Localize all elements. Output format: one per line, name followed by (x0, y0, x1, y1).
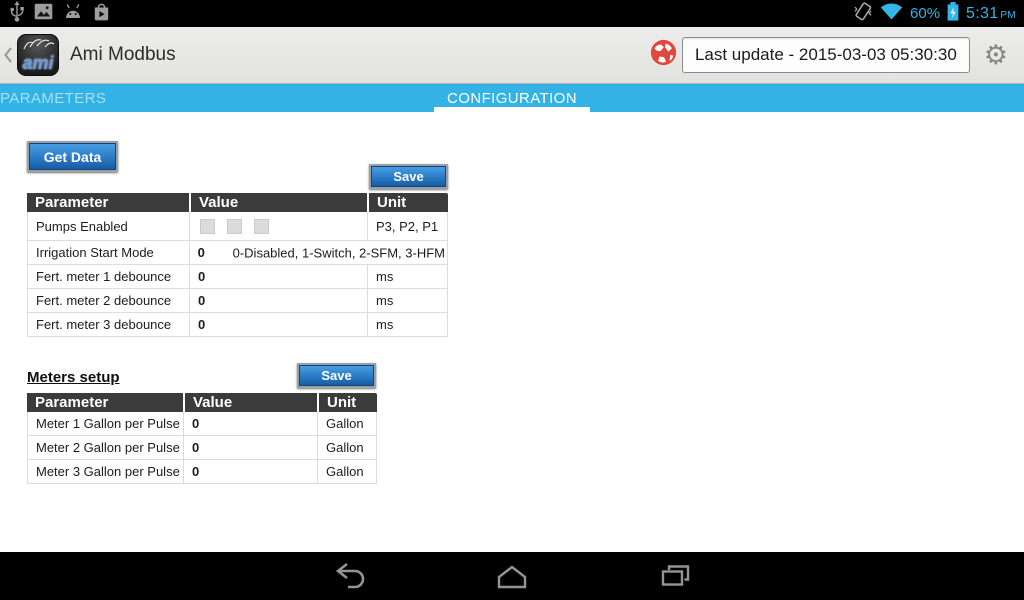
spray-graphic (22, 37, 56, 56)
meters-table-header: Parameter Value Unit (27, 393, 377, 412)
column-header: Unit (317, 393, 377, 412)
parameter-cell: Pumps Enabled (36, 218, 128, 234)
table-row-fert-meter-3: Fert. meter 3 debounce 0 ms (28, 312, 447, 336)
unit-cell: Gallon (317, 436, 376, 459)
gear-icon[interactable]: ⚙ (983, 39, 1008, 70)
value-cell[interactable]: 0 (183, 460, 317, 483)
tab-parameters[interactable]: PARAMETERS (0, 89, 107, 107)
parameter-cell: Meter 1 Gallon per Pulse (36, 416, 180, 431)
table-row-meter-2: Meter 2 Gallon per Pulse 0 Gallon (28, 435, 376, 459)
status-bar-notifications (10, 0, 110, 27)
value-cell[interactable]: 0 (189, 265, 367, 288)
usb-icon (10, 0, 24, 27)
config-table-header: Parameter Value Unit (27, 193, 448, 212)
play-store-download-icon (93, 2, 110, 26)
table-row-meter-3: Meter 3 Gallon per Pulse 0 Gallon (28, 459, 376, 483)
last-update-field[interactable]: Last update - 2015-03-03 05:30:30 (681, 37, 970, 73)
column-header: Unit (367, 193, 448, 212)
active-tab-underline (434, 107, 590, 112)
meters-save-button[interactable]: Save (297, 363, 376, 388)
unit-cell: ms (367, 313, 447, 336)
meters-table: Parameter Value Unit Meter 1 Gallon per … (27, 393, 377, 484)
table-row-meter-1: Meter 1 Gallon per Pulse 0 Gallon (28, 412, 376, 435)
back-icon[interactable] (332, 562, 366, 590)
value-cell[interactable]: 0 (188, 241, 447, 264)
column-header: Parameter (35, 194, 109, 211)
unit-cell: Gallon (317, 460, 376, 483)
parameter-cell: Meter 2 Gallon per Pulse (36, 440, 180, 455)
value-cell[interactable]: 0 (189, 313, 367, 336)
unit-cell: P3, P2, P1 (367, 212, 447, 240)
parameter-cell: Fert. meter 2 debounce (36, 293, 172, 308)
home-icon[interactable] (494, 562, 530, 590)
meters-setup-title: Meters setup (27, 369, 120, 386)
table-row-fert-meter-1: Fert. meter 1 debounce 0 ms (28, 264, 447, 288)
value-hint: 0-Disabled, 1-Switch, 2-SFM, 3-HFM (232, 245, 445, 260)
table-row-irrigation-start-mode: Irrigation Start Mode 0 0-Disabled, 1-Sw… (28, 240, 447, 264)
status-bar: 60% 5:31 PM (0, 0, 1024, 27)
navigation-bar (0, 552, 1024, 600)
app-icon-text: ami (22, 53, 54, 73)
app-title: Ami Modbus (70, 44, 176, 65)
status-bar-system: 60% 5:31 PM (853, 1, 1016, 27)
action-bar: ami Ami Modbus Last update - 2015-03-03 … (0, 27, 1024, 84)
screenshot-icon (34, 3, 53, 25)
get-data-button[interactable]: Get Data (27, 141, 118, 172)
table-row-fert-meter-2: Fert. meter 2 debounce 0 ms (28, 288, 447, 312)
config-save-button[interactable]: Save (369, 164, 448, 189)
battery-icon (947, 1, 959, 26)
android-debug-icon (63, 3, 83, 25)
battery-percent: 60% (910, 5, 941, 22)
app-icon[interactable]: ami (17, 34, 59, 76)
globe-connection-icon[interactable] (650, 39, 677, 71)
value-cell[interactable]: 0 (183, 412, 317, 435)
parameter-cell: Irrigation Start Mode (36, 245, 154, 260)
tab-configuration[interactable]: CONFIGURATION (447, 89, 577, 107)
tab-bar: PARAMETERS CONFIGURATION (0, 84, 1024, 112)
recents-icon[interactable] (658, 562, 692, 590)
value-cell[interactable]: 0 (189, 289, 367, 312)
unit-cell: ms (367, 289, 447, 312)
pump3-checkbox[interactable] (200, 218, 215, 234)
unit-cell: ms (367, 265, 447, 288)
wifi-icon (880, 2, 903, 25)
column-header: Parameter (35, 394, 109, 411)
unit-cell: Gallon (317, 412, 376, 435)
table-row-pumps-enabled: Pumps Enabled P3, P2, P1 (28, 212, 447, 240)
clock: 5:31 PM (966, 4, 1016, 22)
column-header: Value (189, 193, 367, 212)
value-cell[interactable]: 0 (183, 436, 317, 459)
parameter-cell: Fert. meter 1 debounce (36, 269, 172, 284)
pump1-checkbox[interactable] (254, 218, 269, 234)
vibrate-icon (853, 1, 873, 27)
action-bar-right: Last update - 2015-03-03 05:30:30 ⚙ (650, 37, 1024, 73)
pump2-checkbox[interactable] (227, 218, 242, 234)
parameter-cell: Fert. meter 3 debounce (36, 317, 172, 332)
parameter-cell: Meter 3 Gallon per Pulse (36, 464, 180, 479)
up-chevron-icon[interactable] (3, 46, 13, 64)
value-cell (189, 212, 367, 240)
config-table: Parameter Value Unit Pumps Enabled P3, P… (27, 193, 448, 337)
column-header: Value (183, 393, 317, 412)
